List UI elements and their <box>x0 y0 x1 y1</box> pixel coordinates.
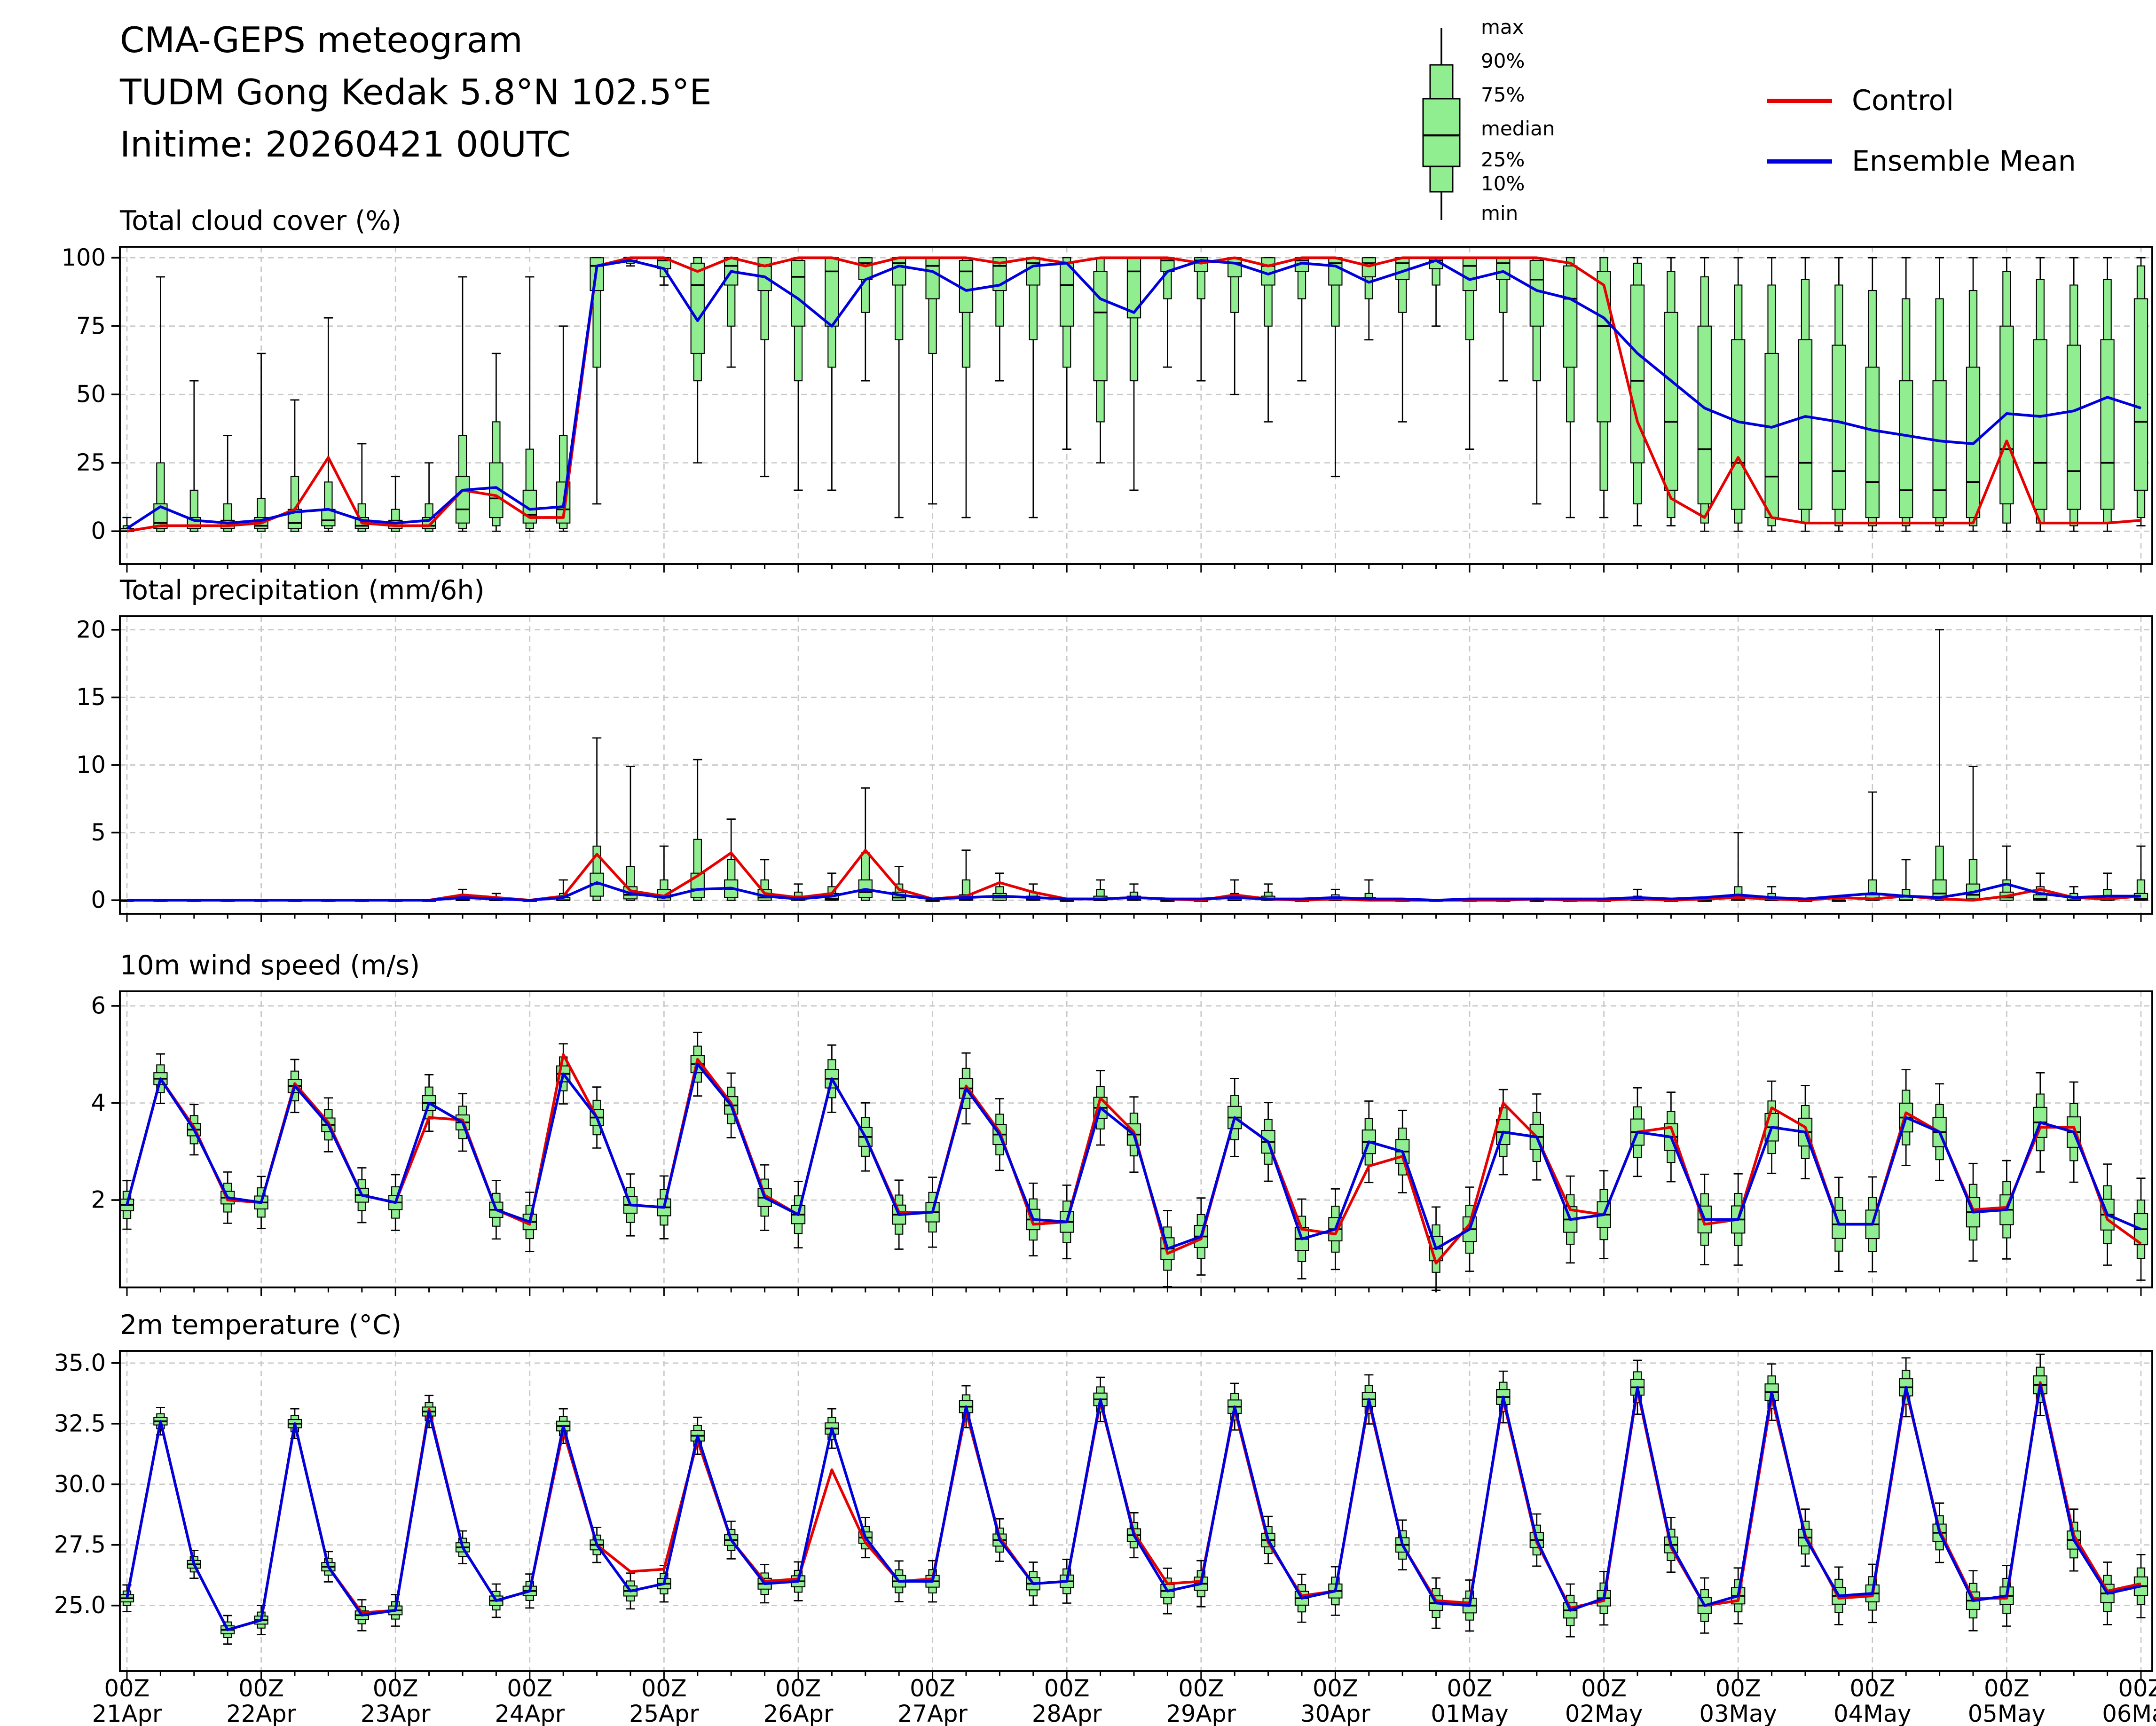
svg-text:23Apr: 23Apr <box>361 1700 431 1726</box>
boxlegend-10-label: 10% <box>1481 173 1525 196</box>
svg-text:22Apr: 22Apr <box>226 1700 296 1726</box>
panel-title-wind: 10m wind speed (m/s) <box>120 950 420 981</box>
svg-text:10: 10 <box>76 751 106 778</box>
ensemble-line-swatch <box>1767 159 1832 163</box>
svg-text:00Z: 00Z <box>1178 1675 1224 1702</box>
wind-control-line <box>126 1053 2142 1265</box>
svg-text:00Z: 00Z <box>1984 1675 2030 1702</box>
svg-text:35.0: 35.0 <box>54 1349 106 1376</box>
panel-temp: 25.0 27.5 30.0 32.5 35.0 <box>54 1349 2153 1679</box>
svg-text:30Apr: 30Apr <box>1300 1700 1370 1726</box>
svg-text:00Z: 00Z <box>910 1675 955 1702</box>
svg-text:26Apr: 26Apr <box>763 1700 834 1726</box>
control-line-swatch <box>1767 99 1832 102</box>
svg-text:00Z: 00Z <box>1849 1675 1895 1702</box>
wind-boxplots <box>119 1031 2148 1291</box>
temp-ensemble-line <box>126 1383 2141 1632</box>
panel-title-precip: Total precipitation (mm/6h) <box>120 575 485 606</box>
svg-text:21Apr: 21Apr <box>92 1700 162 1726</box>
boxlegend-max-label: max <box>1481 17 1524 39</box>
svg-text:00Z: 00Z <box>104 1675 150 1702</box>
svg-text:28Apr: 28Apr <box>1032 1700 1102 1726</box>
svg-text:00Z: 00Z <box>507 1675 552 1702</box>
control-legend-label: Control <box>1852 83 1954 117</box>
page-title: CMA-GEPS meteogram <box>120 20 523 61</box>
svg-text:00Z: 00Z <box>373 1675 418 1702</box>
panel-precip: 0 5 10 15 20 <box>76 615 2153 922</box>
boxlegend-min-label: min <box>1481 203 1519 226</box>
svg-text:00Z: 00Z <box>1581 1675 1627 1702</box>
svg-text:25Apr: 25Apr <box>629 1700 699 1726</box>
svg-text:32.5: 32.5 <box>54 1410 106 1437</box>
panel-title-temp: 2m temperature (°C) <box>120 1310 402 1341</box>
svg-text:03May: 03May <box>1700 1700 1777 1726</box>
svg-text:5: 5 <box>91 819 106 846</box>
svg-text:00Z: 00Z <box>1044 1675 1090 1702</box>
panel-cloud: 0 25 50 75 100 <box>62 244 2153 573</box>
ensemble-legend-label: Ensemble Mean <box>1852 144 2076 178</box>
svg-text:00Z: 00Z <box>776 1675 821 1702</box>
svg-text:75: 75 <box>76 312 106 339</box>
svg-text:15: 15 <box>76 683 106 711</box>
svg-text:20: 20 <box>76 616 106 643</box>
boxplot-legend-icon <box>1422 28 1461 220</box>
precip-ensemble-line <box>127 881 2141 902</box>
svg-text:01May: 01May <box>1431 1700 1508 1726</box>
svg-text:25.0: 25.0 <box>54 1592 106 1619</box>
cloud-ensemble-line <box>126 259 2141 530</box>
svg-text:04May: 04May <box>1833 1700 1911 1726</box>
svg-text:05May: 05May <box>1968 1700 2046 1726</box>
svg-text:02May: 02May <box>1565 1700 1643 1726</box>
temp-boxplots <box>119 1353 2148 1645</box>
svg-text:6: 6 <box>91 992 106 1019</box>
boxplot-legend: max 90% 75% median 25% 10% min <box>1399 14 1625 228</box>
svg-text:00Z: 00Z <box>641 1675 687 1702</box>
svg-text:29Apr: 29Apr <box>1166 1700 1236 1726</box>
boxlegend-median-label: median <box>1481 118 1555 141</box>
svg-text:00Z: 00Z <box>1447 1675 1493 1702</box>
svg-text:00Z: 00Z <box>238 1675 284 1702</box>
boxlegend-25-label: 25% <box>1481 149 1525 172</box>
boxlegend-75-label: 75% <box>1481 85 1525 107</box>
inittime-subtitle: Initime: 20260421 00UTC <box>120 124 571 165</box>
svg-text:00Z: 00Z <box>1715 1675 1761 1702</box>
svg-text:0: 0 <box>91 887 106 914</box>
svg-text:50: 50 <box>76 381 106 408</box>
svg-text:25: 25 <box>76 449 106 476</box>
svg-text:0: 0 <box>91 518 106 545</box>
svg-text:00Z: 00Z <box>2118 1675 2156 1702</box>
svg-text:4: 4 <box>91 1089 106 1116</box>
svg-text:30.0: 30.0 <box>54 1470 106 1498</box>
station-subtitle: TUDM Gong Kedak 5.8°N 102.5°E <box>120 72 712 113</box>
panel-wind: 2 4 6 <box>91 990 2153 1296</box>
svg-text:2: 2 <box>91 1186 106 1214</box>
boxlegend-90-label: 90% <box>1481 51 1525 73</box>
precip-boxplots <box>119 629 2148 902</box>
svg-text:27.5: 27.5 <box>54 1531 106 1558</box>
panel-title-cloud: Total cloud cover (%) <box>120 206 401 237</box>
x-axis-labels: 00Z21Apr00Z22Apr00Z23Apr00Z24Apr00Z25Apr… <box>92 1675 2156 1726</box>
wind-ensemble-line <box>126 1062 2142 1250</box>
svg-text:06May: 06May <box>2102 1700 2156 1726</box>
svg-text:27Apr: 27Apr <box>897 1700 968 1726</box>
svg-text:24Apr: 24Apr <box>495 1700 565 1726</box>
cloud-boxplots <box>119 257 2148 532</box>
svg-text:00Z: 00Z <box>1313 1675 1358 1702</box>
svg-text:100: 100 <box>62 244 106 271</box>
